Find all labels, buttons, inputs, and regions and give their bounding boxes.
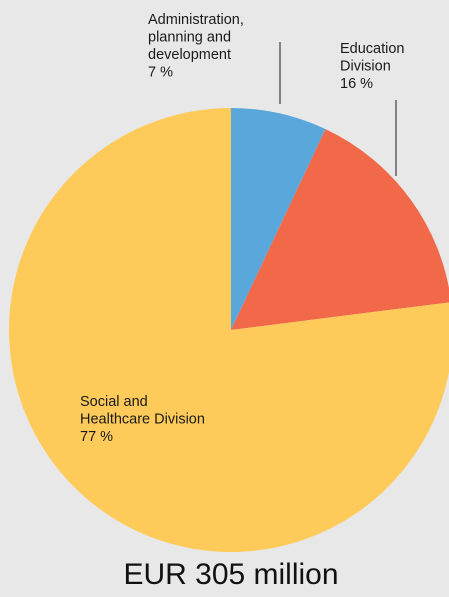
slice-labels: Administration, planning and development 7 …	[80, 12, 405, 445]
pie-slices	[9, 108, 449, 552]
slice-label: Education Division 16 %	[340, 41, 405, 92]
leader-lines	[279, 42, 397, 176]
slice-label-line: Education	[340, 41, 405, 57]
slice-value-label: 16 %	[340, 76, 373, 92]
slice-label-line: Administration,	[148, 12, 244, 28]
chart-total-label: EUR 305 million	[123, 558, 338, 591]
slice-label: Administration, planning and development 7 …	[148, 12, 244, 81]
pie-slice	[9, 108, 449, 552]
slice-label-line: Healthcare Division	[80, 412, 205, 428]
slice-label-line: Social and	[80, 394, 148, 410]
slice-label-line: Division	[340, 59, 391, 75]
slice-value-label: 77 %	[80, 429, 113, 445]
slice-label-line: planning and	[148, 30, 231, 46]
slice-value-label: 7 %	[148, 65, 173, 81]
pie-slice	[231, 108, 326, 330]
slice-label: Social and Healthcare Division 77 %	[80, 394, 205, 445]
slice-label-line: development	[148, 47, 231, 63]
pie-slice	[231, 129, 449, 330]
